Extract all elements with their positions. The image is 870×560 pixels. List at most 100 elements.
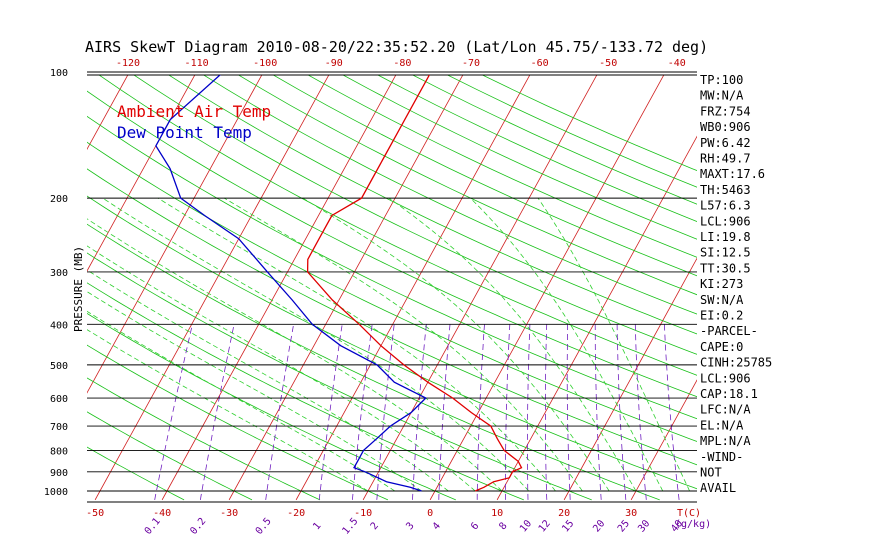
legend-entry: Dew Point Temp [117, 123, 252, 142]
mixing-ratio-line [154, 324, 193, 500]
mixing-ratio-line [566, 324, 571, 500]
moist-adiabat-line [224, 197, 583, 492]
dry-adiabat-line [87, 344, 389, 501]
moist-adiabat-line [157, 197, 556, 492]
mixing-ratio-tick-label: 1 [311, 521, 323, 533]
mixing-ratio-line [504, 324, 511, 500]
dry-adiabat-line [87, 282, 524, 501]
mixing-ratio-tick-label: 0.5 [254, 516, 274, 537]
index-entry: MW:N/A [700, 89, 744, 103]
index-entry: AVAIL [700, 481, 736, 495]
mixing-ratio-line [545, 324, 548, 500]
index-entry: -PARCEL- [700, 324, 758, 338]
mixing-ratio-line [438, 324, 451, 500]
mixing-ratio-tick-label: 2 [369, 521, 381, 533]
isotherm-line [765, 72, 870, 500]
legend: Ambient Air Temp Dew Point Temp [117, 102, 271, 142]
y-tick-label: 700 [50, 422, 68, 433]
isotherm-line [0, 72, 62, 500]
index-entry: CAPE:0 [700, 340, 743, 354]
index-entry: LI:19.8 [700, 230, 751, 244]
index-entry: -WIND- [700, 450, 743, 464]
mixing-ratio-tick-label: 12 [537, 518, 553, 534]
series-line-dew-point-temp [155, 75, 427, 492]
y-tick-label: 900 [50, 468, 68, 479]
mixing-ratio-tick-label: 15 [560, 518, 576, 534]
x-top-tick-label: -40 [668, 58, 686, 69]
dry-adiabat-line [342, 75, 697, 240]
index-entry: MPL:N/A [700, 434, 751, 448]
isotherm-line [228, 75, 464, 501]
mixing-ratio-line [412, 324, 427, 500]
dry-adiabat-line [202, 75, 697, 315]
isotherm-lines [0, 72, 870, 501]
dry-adiabat-line [87, 223, 660, 501]
mixing-ratio-line [318, 324, 343, 500]
index-entry: SI:12.5 [700, 246, 751, 260]
dry-adiabat-line [272, 75, 697, 277]
index-entry: LCL:906 [700, 371, 751, 385]
mixing-ratio-tick-label: 4 [431, 521, 443, 533]
dry-adiabat-line [87, 446, 185, 501]
mixing-ratio-tick-label: 25 [616, 518, 632, 534]
moist-adiabat-line [470, 197, 664, 492]
dry-adiabat-line [87, 312, 456, 501]
mixing-ratio-tick-label: 0.2 [188, 516, 208, 537]
index-entry: SW:N/A [700, 293, 744, 307]
mixing-ratio-line [476, 324, 485, 500]
x-bottom-tick-label: 20 [558, 508, 570, 519]
index-entry: TT:30.5 [700, 261, 751, 275]
dry-adiabat-line [168, 75, 697, 335]
moist-adiabat-line [102, 197, 530, 492]
x-bottom-tick-label: -10 [354, 508, 372, 519]
dry-adiabat-line [237, 75, 697, 296]
x-top-tick-label: -80 [393, 58, 411, 69]
isotherm-line [94, 75, 330, 501]
dry-adiabat-line [87, 115, 697, 420]
x-bottom-tick-label: -40 [153, 508, 171, 519]
index-entry: FRZ:754 [700, 104, 751, 118]
mixing-ratio-tick-label: 20 [591, 518, 607, 534]
index-entry: EI:0.2 [700, 309, 743, 323]
x-top-tick-label: -110 [185, 58, 209, 69]
mixing-ratio-line [200, 324, 235, 500]
isotherm-line [429, 75, 665, 501]
x-bottom-tick-label: 0 [427, 508, 433, 519]
dry-adiabat-line [87, 195, 697, 490]
x-top-tick-label: -90 [325, 58, 343, 69]
dry-adiabat-line [87, 377, 321, 501]
y-tick-label: 300 [50, 268, 68, 279]
index-entry: L57:6.3 [700, 199, 751, 213]
x-bottom-tick-label: -20 [287, 508, 305, 519]
dry-adiabat-line [98, 75, 697, 376]
mixing-ratio-line [616, 324, 627, 500]
mixing-ratio-line [352, 324, 373, 500]
x-bottom-tick-label: -30 [220, 508, 238, 519]
mixing-ratio-tick-label: 0.1 [143, 516, 163, 537]
x-bottom-tick-label: -50 [86, 508, 104, 519]
y-tick-label: 600 [50, 394, 68, 405]
dry-adiabat-line [87, 90, 697, 398]
chart-title: AIRS SkewT Diagram 2010-08-20/22:35:52.2… [85, 38, 708, 56]
isotherm-line [630, 379, 697, 501]
index-entry: TH:5463 [700, 183, 751, 197]
mixing-ratio-unit-label: (g/kg) [675, 519, 711, 530]
index-entry: CINH:25785 [700, 356, 772, 370]
mixing-ratio-tick-label: 6 [469, 521, 481, 533]
mixing-ratio-tick-label: 3 [404, 521, 416, 533]
mixing-ratio-tick-label: 8 [497, 521, 509, 533]
isotherm-line [295, 75, 531, 501]
index-entry: RH:49.7 [700, 152, 751, 166]
isotherm-line [563, 257, 697, 501]
mixing-ratio-tick-label: 10 [518, 518, 534, 534]
index-entry: MAXT:17.6 [700, 167, 765, 181]
dry-adiabat-line [87, 252, 592, 501]
mixing-ratio-line [265, 324, 294, 500]
y-tick-label: 100 [50, 68, 68, 79]
x-bottom-tick-label: 10 [491, 508, 503, 519]
y-tick-label: 800 [50, 446, 68, 457]
x-top-tick-label: -70 [462, 58, 480, 69]
x-top-tick-label: -60 [531, 58, 549, 69]
x-top-tick-label: -50 [599, 58, 617, 69]
moist-adiabat-line [87, 218, 503, 492]
